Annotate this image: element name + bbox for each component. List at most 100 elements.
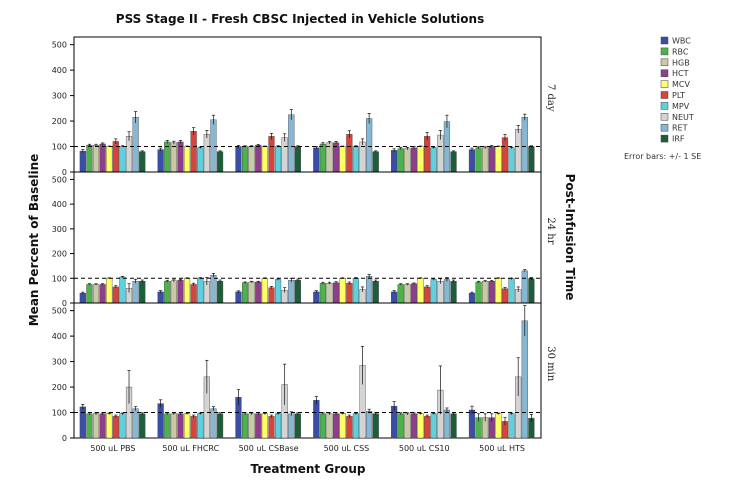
- category-label-500-ul-cs10: 500 uL CS10: [399, 444, 450, 453]
- bar-plt-500-ul-cs10: [424, 286, 431, 304]
- y-tick-label: 300: [52, 358, 67, 367]
- bar-mpv-500-ul-pbs: [119, 276, 126, 304]
- bar-hgb-500-ul-fhcrc: [170, 142, 177, 173]
- y-tick-label: 100: [52, 274, 67, 283]
- bar-plt-500-ul-csbase: [268, 287, 275, 304]
- bar-ret-500-ul-fhcrc: [210, 275, 217, 304]
- bar-hct-500-ul-csbase: [255, 281, 262, 304]
- bar-irf-500-ul-pbs: [139, 281, 146, 304]
- bar-mpv-500-ul-pbs: [119, 146, 126, 173]
- y-tick-label: 400: [52, 66, 67, 75]
- y-tick-label: 0: [62, 434, 67, 443]
- bar-irf-500-ul-cs10: [450, 281, 457, 304]
- legend-swatch-hgb: [660, 58, 669, 67]
- bar-mpv-500-ul-cs10: [430, 413, 437, 439]
- bar-plt-500-ul-cs10: [424, 136, 431, 173]
- legend-swatch-mpv: [660, 102, 669, 110]
- legend-label-hgb: HGB: [672, 58, 690, 67]
- error-bar-note: Error bars: +/- 1 SE: [624, 152, 701, 161]
- bar-plt-500-ul-css: [346, 134, 353, 173]
- bar-ret-500-ul-pbs: [132, 117, 139, 173]
- bar-neut-500-ul-cs10: [437, 281, 444, 304]
- bar-mcv-500-ul-fhcrc: [183, 413, 191, 439]
- legend-label-ret: RET: [672, 124, 688, 133]
- bar-rbc-500-ul-pbs: [86, 145, 93, 173]
- bar-hgb-500-ul-css: [326, 413, 333, 439]
- bar-plt-500-ul-csbase: [268, 136, 275, 173]
- legend-swatch-neut: [660, 113, 669, 121]
- bar-plt-500-ul-css: [346, 416, 353, 439]
- bar-hct-500-ul-hts: [488, 281, 495, 304]
- bar-wbc-500-ul-fhcrc: [157, 149, 164, 173]
- bar-mcv-500-ul-fhcrc: [183, 146, 191, 173]
- bar-mpv-500-ul-cs10: [430, 279, 437, 304]
- bar-hgb-500-ul-cs10: [404, 148, 411, 173]
- legend-swatch-mcv: [660, 80, 669, 88]
- bar-rbc-500-ul-csbase: [241, 282, 249, 304]
- y-tick-label: 100: [52, 143, 67, 152]
- bar-plt-500-ul-pbs: [112, 286, 119, 304]
- bar-irf-500-ul-hts: [528, 278, 535, 304]
- bar-mcv-500-ul-csbase: [261, 278, 268, 304]
- bar-mcv-500-ul-css: [339, 413, 346, 439]
- bar-wbc-500-ul-hts: [468, 409, 476, 439]
- bar-mpv-500-ul-hts: [508, 278, 515, 304]
- bar-mpv-500-ul-css: [352, 413, 360, 439]
- bar-hgb-500-ul-css: [326, 283, 333, 304]
- bar-hct-500-ul-csbase: [255, 413, 262, 439]
- legend-swatch-rbc: [660, 47, 669, 56]
- bar-wbc-500-ul-cs10: [391, 291, 398, 304]
- y-tick-label: 300: [52, 225, 67, 234]
- y-tick-label: 500: [52, 307, 67, 316]
- bar-ret-500-ul-hts: [521, 117, 528, 173]
- bar-ret-500-ul-hts: [521, 320, 528, 439]
- bar-mcv-500-ul-pbs: [106, 413, 113, 439]
- bar-irf-500-ul-csbase: [294, 280, 301, 304]
- bar-wbc-500-ul-pbs: [79, 406, 86, 439]
- category-label-500-ul-hts: 500 uL HTS: [479, 444, 525, 453]
- bar-rbc-500-ul-css: [319, 143, 327, 173]
- bar-rbc-500-ul-cs10: [397, 284, 404, 304]
- category-label-500-ul-css: 500 uL CSS: [324, 444, 370, 453]
- bar-mpv-500-ul-fhcrc: [197, 147, 204, 173]
- bar-rbc-500-ul-pbs: [86, 413, 93, 439]
- bar-irf-500-ul-cs10: [450, 413, 457, 439]
- bar-rbc-500-ul-hts: [475, 147, 482, 173]
- bar-hgb-500-ul-fhcrc: [170, 413, 177, 439]
- legend-label-hct: HCT: [672, 69, 689, 78]
- bar-hgb-500-ul-cs10: [404, 413, 411, 439]
- bar-ret-500-ul-fhcrc: [210, 119, 217, 173]
- bar-mcv-500-ul-pbs: [106, 278, 113, 304]
- y-tick-label: 0: [62, 168, 67, 177]
- bar-irf-500-ul-css: [372, 413, 379, 439]
- x-axis-label: Treatment Group: [250, 462, 365, 476]
- bar-hgb-500-ul-csbase: [248, 146, 255, 173]
- bar-plt-500-ul-css: [346, 283, 353, 304]
- bar-rbc-500-ul-fhcrc: [164, 281, 171, 304]
- bar-plt-500-ul-fhcrc: [190, 284, 197, 304]
- y-tick-label: 200: [52, 383, 67, 392]
- bar-mcv-500-ul-cs10: [417, 278, 424, 304]
- legend-swatch-wbc: [660, 36, 669, 45]
- panel-24-hr: 0 100 200 300 400 500 24 hr: [52, 171, 556, 308]
- bar-mpv-500-ul-hts: [508, 147, 515, 173]
- y-tick-label: 400: [52, 332, 67, 341]
- bar-wbc-500-ul-pbs: [79, 150, 86, 173]
- bar-mpv-500-ul-pbs: [119, 413, 126, 439]
- bar-mpv-500-ul-css: [352, 278, 360, 304]
- bar-mcv-500-ul-fhcrc: [183, 278, 191, 304]
- bar-wbc-500-ul-hts: [468, 292, 476, 304]
- bar-plt-500-ul-hts: [501, 288, 509, 304]
- bar-wbc-500-ul-css: [313, 147, 320, 173]
- bar-mcv-500-ul-hts: [495, 146, 502, 173]
- bar-ret-500-ul-cs10: [443, 409, 451, 439]
- bar-mpv-500-ul-csbase: [274, 146, 282, 173]
- bar-hgb-500-ul-css: [326, 142, 333, 173]
- bar-plt-500-ul-pbs: [112, 141, 119, 173]
- bar-mcv-500-ul-csbase: [261, 413, 268, 439]
- bar-ret-500-ul-hts: [521, 270, 528, 304]
- bar-mpv-500-ul-csbase: [274, 279, 282, 304]
- bar-ret-500-ul-csbase: [288, 280, 295, 304]
- bar-irf-500-ul-css: [372, 151, 379, 173]
